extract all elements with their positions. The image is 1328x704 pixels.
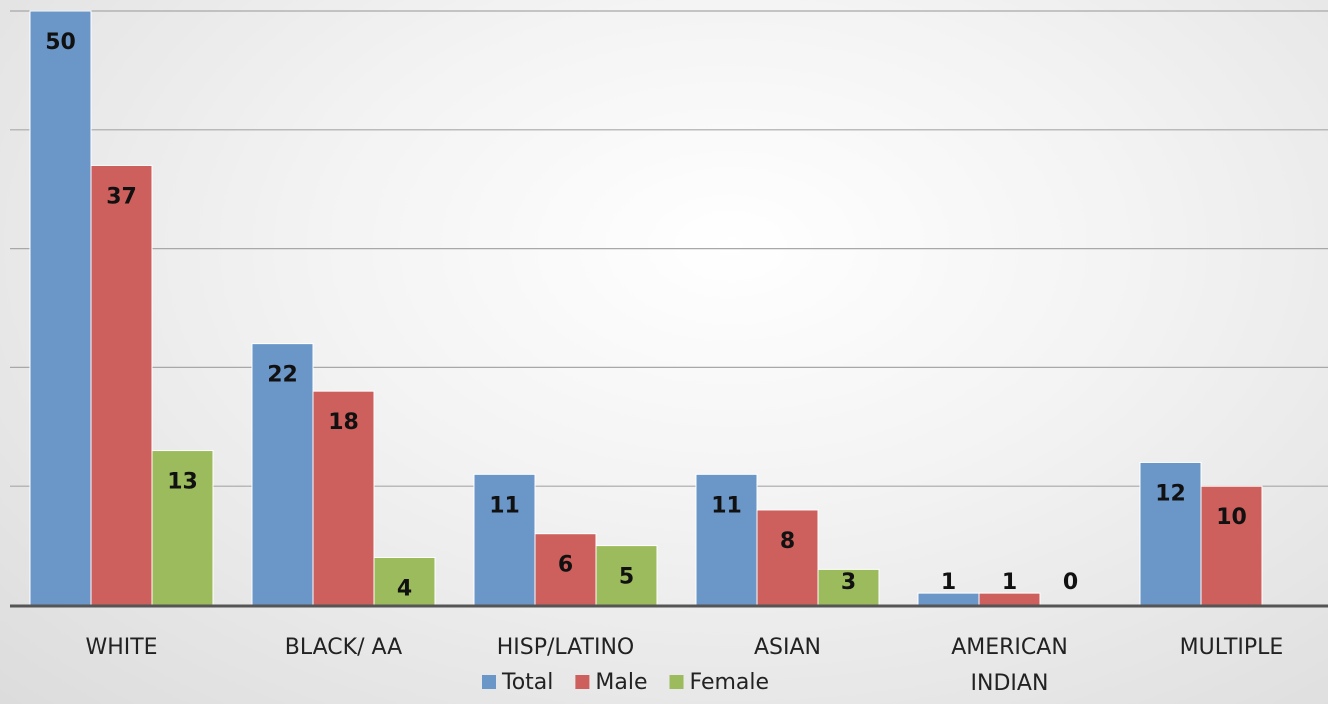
data-label: 4 bbox=[397, 576, 412, 601]
data-label: 18 bbox=[328, 410, 359, 435]
bar-total bbox=[29, 10, 92, 606]
legend-label-female: Female bbox=[690, 670, 770, 695]
data-label: 0 bbox=[1063, 570, 1078, 595]
category-label: HISP/LATINO bbox=[497, 635, 634, 660]
data-label: 3 bbox=[841, 570, 856, 595]
data-label: 1 bbox=[1002, 570, 1017, 595]
bar-total bbox=[1139, 461, 1202, 606]
bar-total bbox=[473, 473, 536, 606]
data-label: 8 bbox=[780, 529, 795, 554]
category-label: ASIAN bbox=[754, 635, 821, 660]
category-label: WHITE bbox=[85, 635, 157, 660]
data-label: 10 bbox=[1216, 505, 1247, 530]
data-label: 11 bbox=[489, 493, 520, 518]
bar-male bbox=[312, 390, 375, 606]
data-label: 50 bbox=[45, 30, 76, 55]
bar-male bbox=[90, 164, 153, 606]
bar-female bbox=[817, 568, 880, 606]
category-label: AMERICAN bbox=[951, 635, 1068, 660]
bar-male bbox=[534, 533, 597, 606]
category-labels: WHITE BLACK/ AA HISP/LATINO ASIAN AMERICAN IN… bbox=[85, 635, 1283, 696]
data-label: 5 bbox=[619, 565, 634, 590]
category-label: INDIAN bbox=[971, 671, 1049, 696]
legend-swatch-total bbox=[482, 675, 496, 689]
bar-female bbox=[373, 556, 436, 606]
bars bbox=[29, 10, 1263, 606]
data-label: 12 bbox=[1155, 481, 1186, 506]
bar-female bbox=[151, 450, 214, 606]
legend-swatch-female bbox=[669, 675, 684, 689]
category-label: BLACK/ AA bbox=[285, 635, 402, 660]
bar-male bbox=[1200, 485, 1263, 606]
data-label: 37 bbox=[106, 184, 137, 209]
data-label: 1 bbox=[941, 570, 956, 595]
legend-swatch-male bbox=[575, 675, 590, 689]
bar-female bbox=[595, 545, 658, 606]
data-label: 6 bbox=[558, 553, 573, 578]
legend-label-male: Male bbox=[595, 670, 647, 695]
data-label: 22 bbox=[267, 363, 298, 388]
data-label: 13 bbox=[167, 470, 198, 495]
bar-male bbox=[756, 509, 819, 606]
legend-label-total: Total bbox=[501, 670, 553, 695]
gridlines bbox=[10, 10, 1328, 487]
data-label: 11 bbox=[711, 493, 742, 518]
legend: Total Male Female bbox=[482, 670, 769, 695]
category-label: MULTIPLE bbox=[1180, 635, 1284, 660]
